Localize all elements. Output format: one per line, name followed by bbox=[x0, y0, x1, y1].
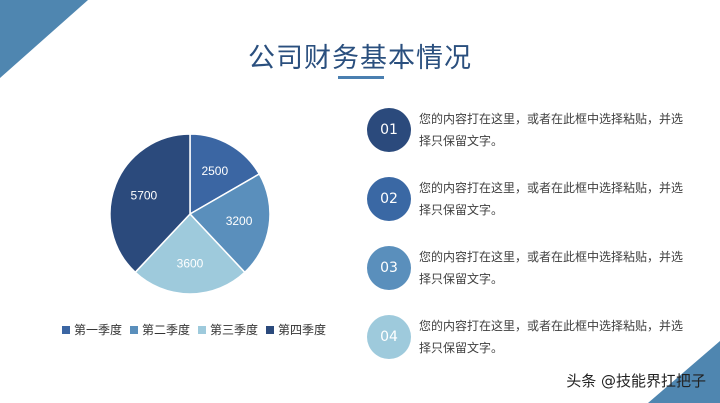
data-label: 3600 bbox=[177, 257, 204, 271]
pie-slice bbox=[134, 212, 246, 295]
legend-swatch bbox=[198, 325, 207, 334]
legend-label: 第三季度 bbox=[210, 323, 259, 337]
item-number-badge: 04 bbox=[367, 315, 411, 359]
list-item-4: 04 您的内容打在这里，或者在此框中选择粘贴，并选择只保留文字。 bbox=[367, 315, 684, 359]
item-text: 您的内容打在这里，或者在此框中选择粘贴，并选择只保留文字。 bbox=[419, 319, 684, 355]
item-text: 您的内容打在这里，或者在此框中选择粘贴，并选择只保留文字。 bbox=[419, 112, 684, 148]
list-item-1: 01 您的内容打在这里，或者在此框中选择粘贴，并选择只保留文字。 bbox=[367, 108, 684, 152]
data-label: 5700 bbox=[131, 189, 158, 203]
legend-item: 第四季度 bbox=[266, 321, 326, 338]
item-text: 您的内容打在这里，或者在此框中选择粘贴，并选择只保留文字。 bbox=[419, 250, 684, 286]
legend-item: 第二季度 bbox=[130, 321, 190, 338]
item-number-badge: 03 bbox=[367, 246, 411, 290]
watermark: 头条 @技能界扛把子 bbox=[566, 372, 706, 390]
title-underline bbox=[338, 76, 384, 79]
legend-item: 第三季度 bbox=[198, 321, 258, 338]
legend-label: 第四季度 bbox=[278, 323, 327, 337]
legend-item: 第一季度 bbox=[62, 321, 122, 338]
pie-slice bbox=[188, 172, 271, 274]
legend-swatch bbox=[266, 325, 275, 334]
legend-label: 第二季度 bbox=[142, 323, 191, 337]
page-title: 公司财务基本情况 bbox=[248, 43, 472, 74]
pie-slice bbox=[189, 133, 261, 216]
item-number-badge: 01 bbox=[367, 108, 411, 152]
data-label: 3200 bbox=[226, 214, 253, 228]
pie-chart: 2500 3200 3600 5700 bbox=[109, 133, 271, 295]
corner-decoration-bottom-right bbox=[648, 341, 720, 403]
item-text: 您的内容打在这里，或者在此框中选择粘贴，并选择只保留文字。 bbox=[419, 181, 684, 217]
chart-legend: 第一季度 第二季度 第三季度 第四季度 bbox=[62, 321, 326, 338]
corner-decoration-top-left bbox=[0, 0, 88, 78]
list-item-3: 03 您的内容打在这里，或者在此框中选择粘贴，并选择只保留文字。 bbox=[367, 246, 684, 290]
legend-swatch bbox=[62, 325, 70, 334]
list-item-2: 02 您的内容打在这里，或者在此框中选择粘贴，并选择只保留文字。 bbox=[367, 177, 684, 221]
legend-swatch bbox=[130, 325, 139, 334]
pie-slice bbox=[109, 133, 191, 274]
item-number-badge: 02 bbox=[367, 177, 411, 221]
legend-label: 第一季度 bbox=[74, 323, 123, 337]
data-label: 2500 bbox=[201, 164, 228, 178]
